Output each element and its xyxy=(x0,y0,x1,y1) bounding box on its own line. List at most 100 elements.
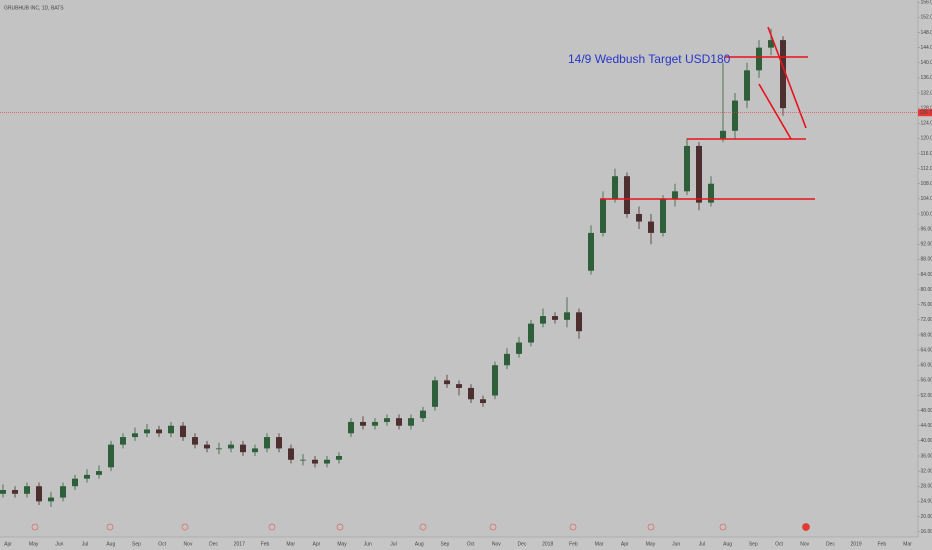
time-axis xyxy=(0,537,932,550)
y-tick-label: 100.00 xyxy=(921,211,932,217)
y-tick-label: 64.00 xyxy=(921,347,932,353)
y-tick-label: 60.00 xyxy=(921,363,932,369)
candle-body xyxy=(216,448,222,450)
event-marker[interactable] xyxy=(336,523,344,531)
y-tick-label: 68.00 xyxy=(921,332,932,338)
plot-area xyxy=(0,0,918,537)
event-marker[interactable] xyxy=(647,523,655,531)
x-tick-label: Oct xyxy=(775,541,783,547)
candle-body xyxy=(492,365,498,396)
x-tick-label: Oct xyxy=(158,541,166,547)
drawings xyxy=(600,26,815,200)
candle-body xyxy=(348,421,354,434)
x-tick-label: May xyxy=(337,541,347,547)
event-marker[interactable] xyxy=(569,523,577,531)
candle-body xyxy=(72,478,78,487)
y-tick-label: 52.00 xyxy=(921,393,932,399)
candle-body xyxy=(588,232,594,271)
candle-body xyxy=(264,437,270,449)
x-tick-label: Nov xyxy=(800,541,809,547)
x-tick-label: Jul xyxy=(699,541,705,547)
candle-body xyxy=(144,429,150,434)
candle-body xyxy=(24,486,30,494)
x-tick-label: Nov xyxy=(492,541,501,547)
candle-body xyxy=(684,145,690,192)
candle-body xyxy=(168,425,174,434)
x-tick-label: Jul xyxy=(390,541,396,547)
candle-body xyxy=(240,444,246,453)
y-tick-label: 24.00 xyxy=(921,499,932,505)
candle-body xyxy=(132,433,138,438)
candle-body xyxy=(204,444,210,449)
y-tick-label: 56.00 xyxy=(921,378,932,384)
candle-body xyxy=(228,444,234,449)
y-tick-label: 96.00 xyxy=(921,226,932,232)
event-marker[interactable] xyxy=(719,523,727,531)
candle-body xyxy=(12,490,18,494)
price-axis xyxy=(918,0,932,550)
candle-body xyxy=(192,437,198,445)
x-tick-label: Jul xyxy=(82,541,88,547)
candle-body xyxy=(468,387,474,400)
y-tick-label: 128.00 xyxy=(921,105,932,111)
y-tick-label: 80.00 xyxy=(921,287,932,293)
x-tick-label: Aug xyxy=(723,541,732,547)
candle-body xyxy=(288,448,294,460)
x-tick-label: Jun xyxy=(55,541,63,547)
candle-body xyxy=(756,47,762,71)
x-tick-label: Mar xyxy=(286,541,295,547)
event-marker[interactable] xyxy=(181,523,189,531)
candle-body xyxy=(120,437,126,445)
y-tick-label: 136.00 xyxy=(921,75,932,81)
y-tick-label: 112.00 xyxy=(921,166,932,172)
x-tick-label: Dec xyxy=(209,541,218,547)
y-tick-label: 132.00 xyxy=(921,90,932,96)
candle-body xyxy=(504,353,510,366)
last-price-badge xyxy=(918,109,932,117)
y-tick-label: 48.00 xyxy=(921,408,932,414)
y-tick-label: 72.00 xyxy=(921,317,932,323)
y-tick-label: 148.00 xyxy=(921,30,932,36)
candle-body xyxy=(408,418,414,426)
x-tick-label: Sep xyxy=(440,541,449,547)
candle-body xyxy=(432,380,438,407)
event-markers xyxy=(31,523,810,531)
candle-body xyxy=(768,40,774,48)
event-marker[interactable] xyxy=(802,523,810,531)
y-tick-label: 44.00 xyxy=(921,423,932,429)
candle-body xyxy=(36,486,42,502)
candle-body xyxy=(552,316,558,320)
x-tick-label: Jun xyxy=(364,541,372,547)
candle-body xyxy=(420,410,426,419)
candle-body xyxy=(660,198,666,233)
candle-body xyxy=(708,183,714,203)
candle-body xyxy=(732,100,738,131)
y-tick-label: 152.00 xyxy=(921,15,932,21)
candle-body xyxy=(312,459,318,464)
candle-body xyxy=(444,380,450,385)
event-marker[interactable] xyxy=(106,523,114,531)
chart-title: GRUBHUB INC, 1D, BATS xyxy=(4,5,64,11)
candle-body xyxy=(276,437,282,449)
y-tick-label: 16.00 xyxy=(921,529,932,535)
x-tick-label: Nov xyxy=(183,541,192,547)
y-tick-label: 76.00 xyxy=(921,302,932,308)
candle-body xyxy=(84,474,90,479)
x-tick-label: Dec xyxy=(518,541,527,547)
event-marker[interactable] xyxy=(419,523,427,531)
y-tick-label: 88.00 xyxy=(921,257,932,263)
trend-line xyxy=(758,83,792,140)
candle-body xyxy=(672,191,678,199)
y-tick-label: 116.00 xyxy=(921,151,932,157)
candle-body xyxy=(612,176,618,199)
event-marker[interactable] xyxy=(31,523,39,531)
candle-body xyxy=(0,490,6,494)
y-tick-label: 108.00 xyxy=(921,181,932,187)
event-marker[interactable] xyxy=(489,523,497,531)
candle-body xyxy=(96,471,102,475)
x-tick-label: Aug xyxy=(106,541,115,547)
x-tick-label: Dec xyxy=(826,541,835,547)
event-marker[interactable] xyxy=(268,523,276,531)
candle-body xyxy=(720,130,726,139)
candle-body xyxy=(384,418,390,422)
